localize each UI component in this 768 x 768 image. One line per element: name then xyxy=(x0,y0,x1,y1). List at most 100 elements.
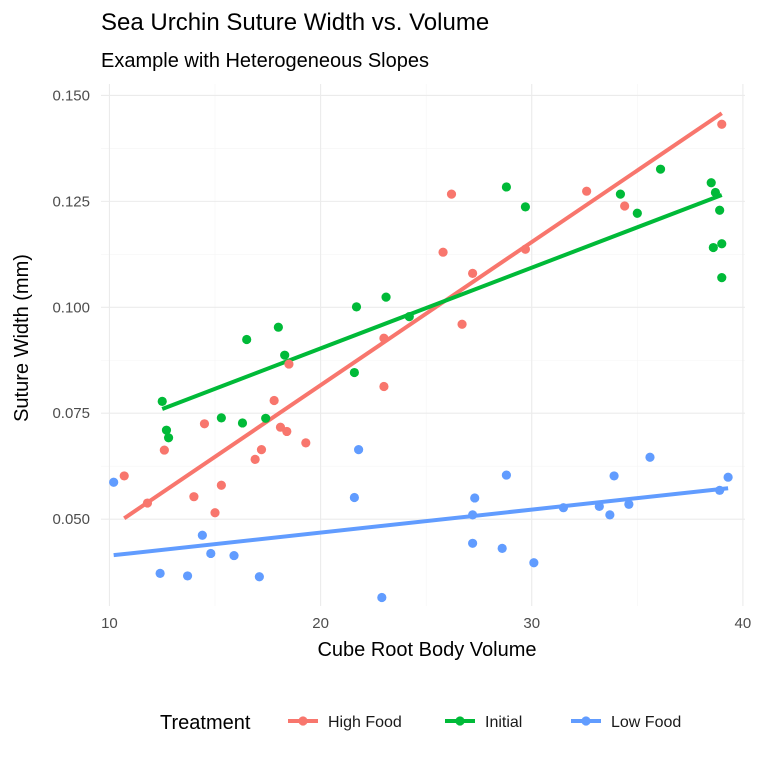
point-high-food xyxy=(379,381,389,392)
legend-key-point-low-food xyxy=(581,716,591,726)
x-tick-label: 40 xyxy=(735,615,752,632)
legend: Treatment High Food Initial Low Food xyxy=(160,712,681,734)
point-initial xyxy=(163,433,174,443)
point-initial xyxy=(237,418,248,428)
fit-lines xyxy=(113,111,729,558)
point-high-food xyxy=(582,186,592,196)
point-initial xyxy=(717,239,727,249)
point-initial xyxy=(655,164,666,174)
point-high-food xyxy=(301,438,311,448)
point-high-food xyxy=(119,471,129,481)
y-tick-labels: 0.050 0.075 0.100 0.125 0.150 xyxy=(52,87,90,528)
point-high-food xyxy=(457,319,467,329)
point-high-food xyxy=(468,268,478,278)
point-initial xyxy=(501,182,512,192)
point-initial xyxy=(157,396,167,406)
point-initial xyxy=(273,322,283,332)
point-high-food xyxy=(438,247,448,257)
point-initial xyxy=(216,413,226,423)
point-high-food xyxy=(284,359,294,369)
point-low-food xyxy=(624,499,634,509)
point-low-food xyxy=(594,501,604,512)
legend-label-initial: Initial xyxy=(485,714,522,731)
y-tick-label: 0.150 xyxy=(52,87,90,104)
point-high-food xyxy=(159,445,169,455)
point-high-food xyxy=(250,454,260,464)
point-initial xyxy=(710,187,721,198)
point-initial xyxy=(717,273,727,283)
point-initial xyxy=(351,302,362,312)
x-tick-labels: 10 20 30 40 xyxy=(101,615,751,632)
point-low-food xyxy=(468,510,478,520)
legend-key-point-initial xyxy=(455,716,465,726)
y-tick-label: 0.100 xyxy=(52,299,90,316)
y-axis-title: Suture Width (mm) xyxy=(11,254,33,422)
point-high-food xyxy=(269,395,279,406)
point-low-food xyxy=(605,510,615,520)
legend-label-high-food: High Food xyxy=(328,714,402,731)
fit-line-high-food xyxy=(123,111,723,520)
point-low-food xyxy=(497,543,507,553)
point-low-food xyxy=(468,538,478,548)
point-initial xyxy=(520,202,531,212)
point-low-food xyxy=(377,592,387,603)
point-low-food xyxy=(197,530,207,540)
fit-line-initial xyxy=(161,193,723,411)
point-low-food xyxy=(558,503,569,513)
point-low-food xyxy=(715,485,725,495)
point-initial xyxy=(404,312,414,322)
point-low-food xyxy=(349,492,359,503)
point-initial xyxy=(261,413,271,423)
point-initial xyxy=(349,367,359,378)
point-low-food xyxy=(254,572,264,582)
point-low-food xyxy=(609,471,619,481)
legend-label-low-food: Low Food xyxy=(611,714,681,731)
y-tick-label: 0.125 xyxy=(52,193,90,210)
y-tick-label: 0.075 xyxy=(52,405,90,422)
point-high-food xyxy=(199,419,210,429)
point-low-food xyxy=(645,452,655,462)
point-high-food xyxy=(446,189,457,199)
legend-title: Treatment xyxy=(160,712,251,734)
point-low-food xyxy=(182,571,193,581)
point-high-food xyxy=(189,492,199,502)
point-high-food xyxy=(256,445,267,455)
point-low-food xyxy=(529,558,539,568)
legend-key-point-high-food xyxy=(298,716,308,726)
point-low-food xyxy=(229,550,239,561)
point-low-food xyxy=(155,568,165,578)
point-initial xyxy=(708,242,718,253)
point-high-food xyxy=(210,508,220,518)
x-tick-label: 20 xyxy=(312,615,329,632)
point-high-food xyxy=(142,498,153,508)
chart-title: Sea Urchin Suture Width vs. Volume xyxy=(101,9,489,36)
point-high-food xyxy=(379,333,389,343)
point-initial xyxy=(242,334,252,345)
point-high-food xyxy=(717,119,727,129)
point-high-food xyxy=(620,201,630,211)
point-high-food xyxy=(282,426,292,437)
data-points xyxy=(109,119,733,603)
chart-subtitle: Example with Heterogeneous Slopes xyxy=(101,50,429,72)
point-high-food xyxy=(216,480,226,490)
point-initial xyxy=(715,205,725,215)
point-low-food xyxy=(501,470,512,480)
point-low-food xyxy=(354,445,364,455)
x-axis-title: Cube Root Body Volume xyxy=(317,639,536,661)
x-tick-label: 30 xyxy=(523,615,540,632)
point-low-food xyxy=(109,477,119,487)
point-low-food xyxy=(470,493,480,503)
point-high-food xyxy=(520,244,531,254)
point-initial xyxy=(161,425,172,435)
point-initial xyxy=(615,189,626,199)
point-initial xyxy=(381,292,391,302)
point-low-food xyxy=(206,548,216,559)
point-initial xyxy=(280,350,290,360)
point-low-food xyxy=(723,472,733,482)
point-initial xyxy=(632,208,642,218)
point-initial xyxy=(706,178,716,188)
y-tick-label: 0.050 xyxy=(52,511,90,528)
x-tick-label: 10 xyxy=(101,615,118,632)
fit-line-low-food xyxy=(113,486,729,558)
